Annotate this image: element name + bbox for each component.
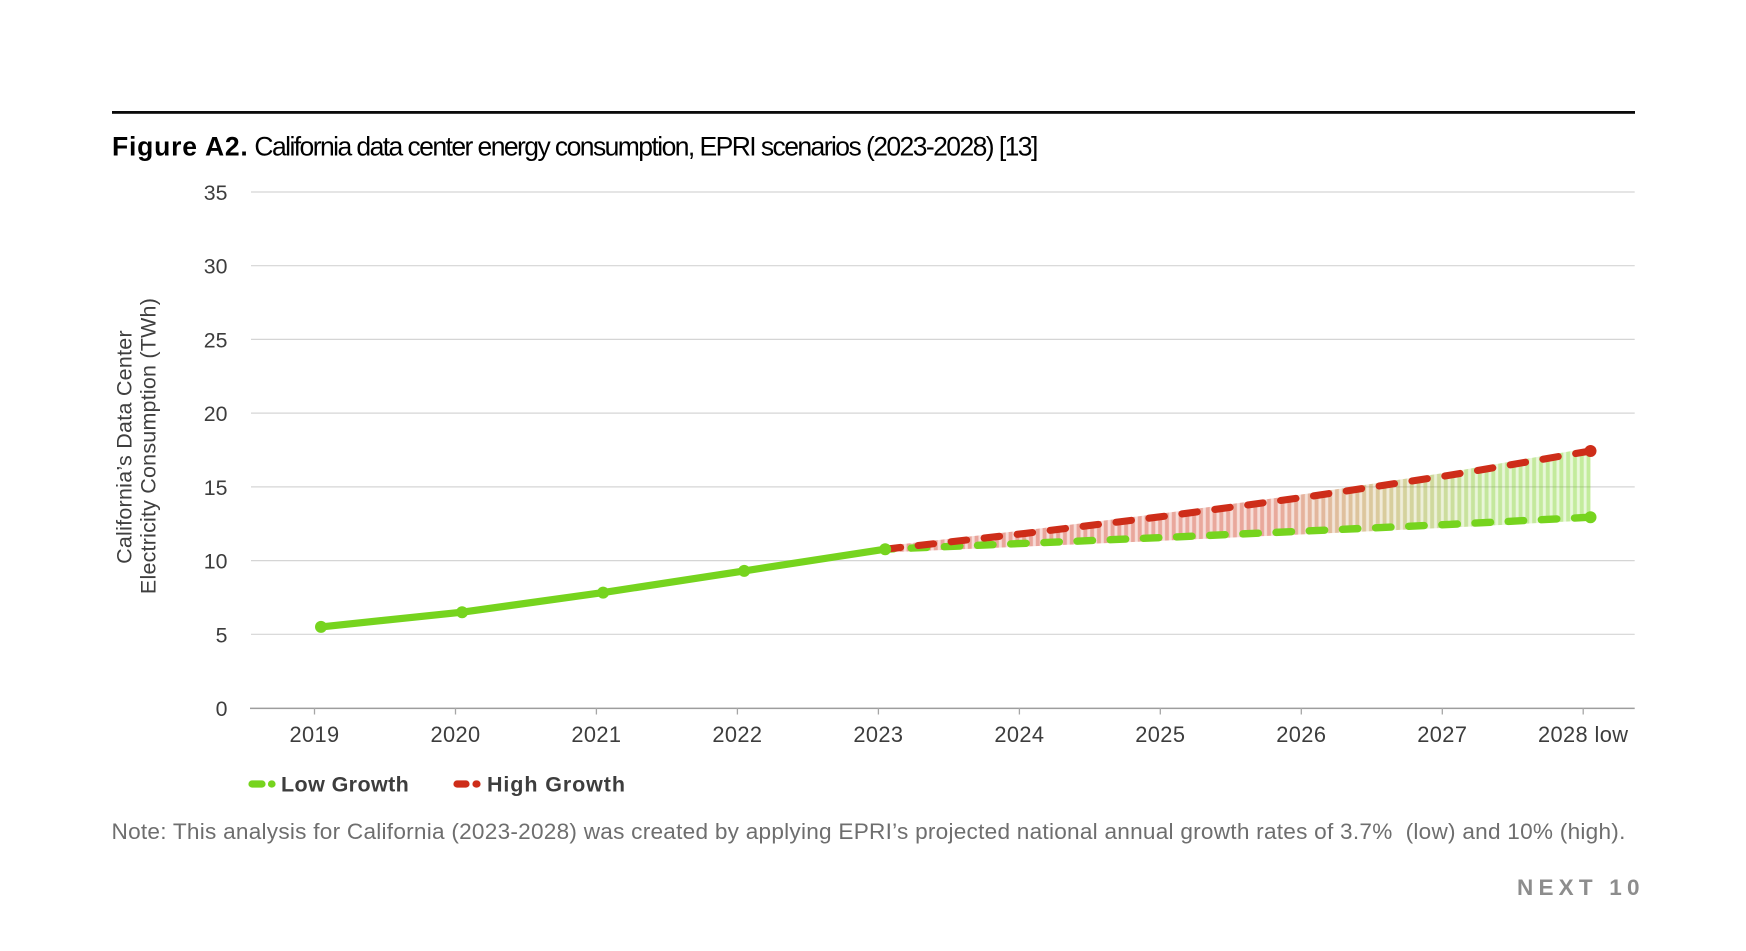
svg-text:0: 0 xyxy=(216,697,228,721)
svg-text:10: 10 xyxy=(204,550,228,574)
svg-text:2020: 2020 xyxy=(430,722,480,747)
svg-text:2021: 2021 xyxy=(571,722,621,747)
svg-text:High Growth: High Growth xyxy=(487,773,626,797)
svg-text:NEXT 10: NEXT 10 xyxy=(1517,875,1645,900)
svg-text:35: 35 xyxy=(204,181,228,205)
svg-text:2028 low: 2028 low xyxy=(1538,722,1628,747)
svg-text:2026: 2026 xyxy=(1276,722,1326,747)
svg-text:2022: 2022 xyxy=(712,722,762,747)
svg-text:2027: 2027 xyxy=(1417,722,1467,747)
svg-text:California’s Data Center: California’s Data Center xyxy=(113,330,137,564)
svg-text:Low Growth: Low Growth xyxy=(281,773,409,797)
svg-text:2019: 2019 xyxy=(289,722,339,747)
svg-text:30: 30 xyxy=(204,255,228,279)
svg-text:Figure A2. California data cen: Figure A2. California data center energy… xyxy=(112,132,1037,162)
svg-text:15: 15 xyxy=(204,476,228,500)
svg-text:5: 5 xyxy=(216,623,228,647)
svg-text:2025: 2025 xyxy=(1135,722,1185,747)
svg-text:25: 25 xyxy=(204,328,228,352)
svg-text:Electricity Consumption (TWh): Electricity Consumption (TWh) xyxy=(137,298,161,594)
svg-text:2023: 2023 xyxy=(853,722,903,747)
svg-text:2024: 2024 xyxy=(994,722,1044,747)
svg-text:20: 20 xyxy=(204,402,228,426)
svg-text:Note: This analysis for Califo: Note: This analysis for California (2023… xyxy=(112,819,1626,844)
